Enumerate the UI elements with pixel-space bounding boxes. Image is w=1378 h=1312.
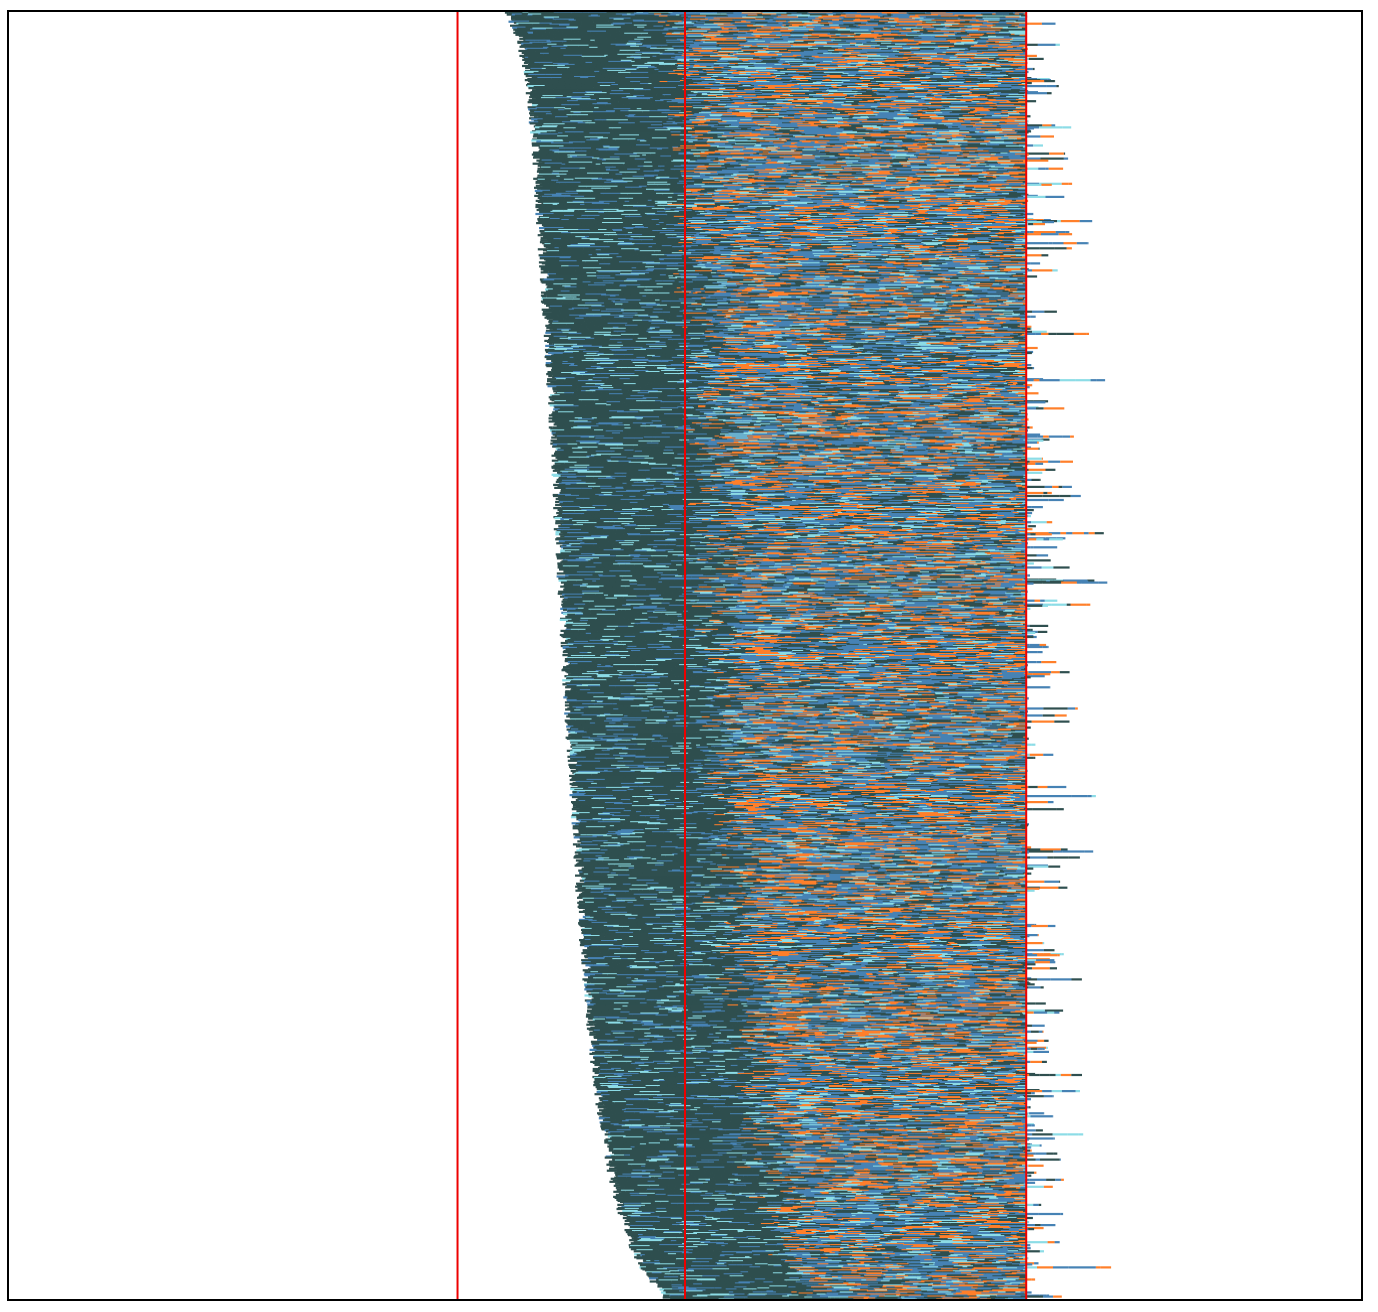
data-point: [1025, 92, 1047, 94]
data-point: [1056, 44, 1060, 46]
data-point: [524, 62, 529, 64]
data-point: [1054, 80, 1055, 82]
data-point: [1042, 124, 1051, 126]
data-point: [1047, 92, 1052, 94]
data-point: [1025, 124, 1042, 126]
data-point: [1038, 44, 1056, 46]
data-point: [1053, 135, 1054, 137]
data-point: [1052, 124, 1056, 126]
data-point: [1032, 100, 1037, 102]
data-point: [1029, 127, 1035, 129]
data-point: [1063, 126, 1071, 128]
data-point: [1046, 85, 1056, 87]
data-point: [1029, 58, 1044, 60]
data-point: [1030, 23, 1042, 25]
data-point: [507, 14, 512, 16]
data-point: [1039, 126, 1063, 128]
data-point: [528, 101, 533, 103]
data-point: [1044, 80, 1054, 82]
data-point: [1042, 23, 1056, 25]
data-point: [1033, 144, 1043, 146]
data-point: [1040, 135, 1053, 137]
data-point: [1033, 68, 1035, 70]
data-point: [1056, 85, 1059, 87]
data-point: [1025, 85, 1047, 87]
